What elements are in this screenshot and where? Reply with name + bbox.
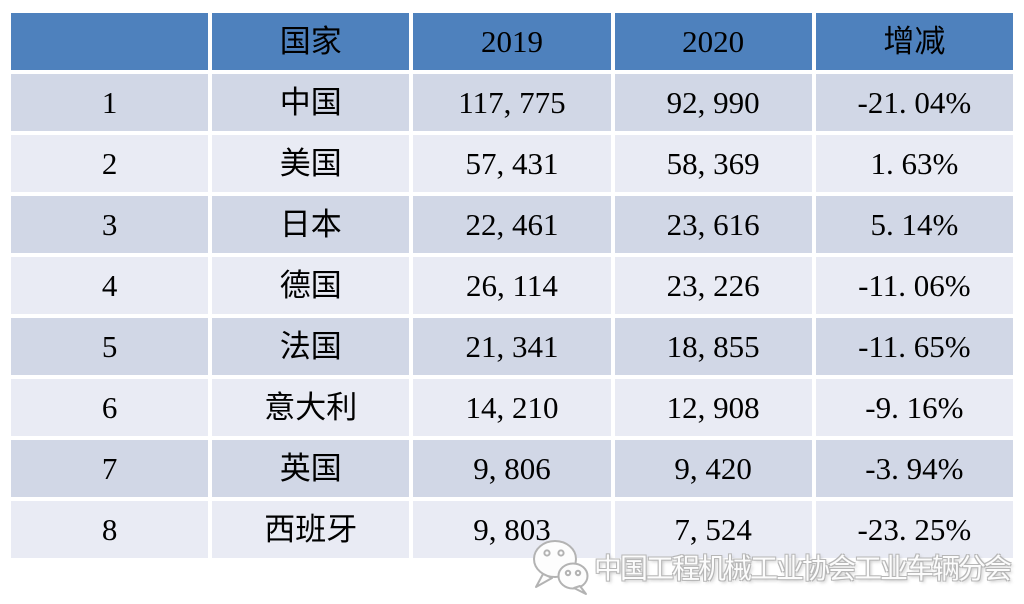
cell-country: 英国: [212, 440, 410, 497]
table-row: 1 中国 117, 775 92, 990 -21. 04%: [11, 74, 1013, 131]
cell-2020: 12, 908: [614, 379, 812, 436]
cell-rank: 5: [11, 318, 209, 375]
cell-2019: 21, 341: [413, 318, 611, 375]
cell-country: 日本: [212, 196, 410, 253]
table-row: 7 英国 9, 806 9, 420 -3. 94%: [11, 440, 1013, 497]
cell-change: -23. 25%: [815, 501, 1013, 558]
cell-change: -9. 16%: [815, 379, 1013, 436]
header-cell-2020: 2020: [614, 13, 812, 70]
cell-change: -21. 04%: [815, 74, 1013, 131]
table-row: 2 美国 57, 431 58, 369 1. 63%: [11, 135, 1013, 192]
cell-2020: 18, 855: [614, 318, 812, 375]
cell-2020: 92, 990: [614, 74, 812, 131]
cell-country: 美国: [212, 135, 410, 192]
cell-2020: 23, 616: [614, 196, 812, 253]
cell-2020: 9, 420: [614, 440, 812, 497]
cell-2020: 23, 226: [614, 257, 812, 314]
wechat-icon: [533, 540, 589, 595]
cell-2019: 117, 775: [413, 74, 611, 131]
header-cell-2019: 2019: [413, 13, 611, 70]
cell-2019: 9, 806: [413, 440, 611, 497]
header-cell-change: 增减: [815, 13, 1013, 70]
cell-2019: 26, 114: [413, 257, 611, 314]
table-row: 4 德国 26, 114 23, 226 -11. 06%: [11, 257, 1013, 314]
cell-2019: 57, 431: [413, 135, 611, 192]
watermark: 中国工程机械工业协会工业车辆分会: [531, 538, 1012, 596]
cell-rank: 4: [11, 257, 209, 314]
cell-rank: 2: [11, 135, 209, 192]
table-row: 3 日本 22, 461 23, 616 5. 14%: [11, 196, 1013, 253]
watermark-text: 中国工程机械工业协会工业车辆分会: [594, 554, 1012, 585]
cell-country: 法国: [212, 318, 410, 375]
table-body: 1 中国 117, 775 92, 990 -21. 04% 2 美国 57, …: [11, 74, 1013, 558]
cell-rank: 1: [11, 74, 209, 131]
cell-2020: 7, 524: [614, 501, 812, 558]
cell-2019: 9, 803: [413, 501, 611, 558]
cell-2019: 14, 210: [413, 379, 611, 436]
cell-rank: 6: [11, 379, 209, 436]
table-row: 8 西班牙 9, 803 7, 524 -23. 25%: [11, 501, 1013, 558]
table-row: 6 意大利 14, 210 12, 908 -9. 16%: [11, 379, 1013, 436]
cell-change: -11. 65%: [815, 318, 1013, 375]
cell-change: -3. 94%: [815, 440, 1013, 497]
cell-change: 5. 14%: [815, 196, 1013, 253]
cell-2020: 58, 369: [614, 135, 812, 192]
cell-country: 德国: [212, 257, 410, 314]
cell-2019: 22, 461: [413, 196, 611, 253]
header-cell-rank: [11, 13, 209, 70]
cell-rank: 7: [11, 440, 209, 497]
cell-rank: 8: [11, 501, 209, 558]
country-sales-table: 国家 2019 2020 增减 1 中国 117, 775 92, 990 -2…: [7, 9, 1017, 562]
cell-country: 西班牙: [212, 501, 410, 558]
cell-change: -11. 06%: [815, 257, 1013, 314]
cell-country: 中国: [212, 74, 410, 131]
table-row: 5 法国 21, 341 18, 855 -11. 65%: [11, 318, 1013, 375]
cell-change: 1. 63%: [815, 135, 1013, 192]
table-header-row: 国家 2019 2020 增减: [11, 13, 1013, 70]
header-cell-country: 国家: [212, 13, 410, 70]
cell-rank: 3: [11, 196, 209, 253]
cell-country: 意大利: [212, 379, 410, 436]
